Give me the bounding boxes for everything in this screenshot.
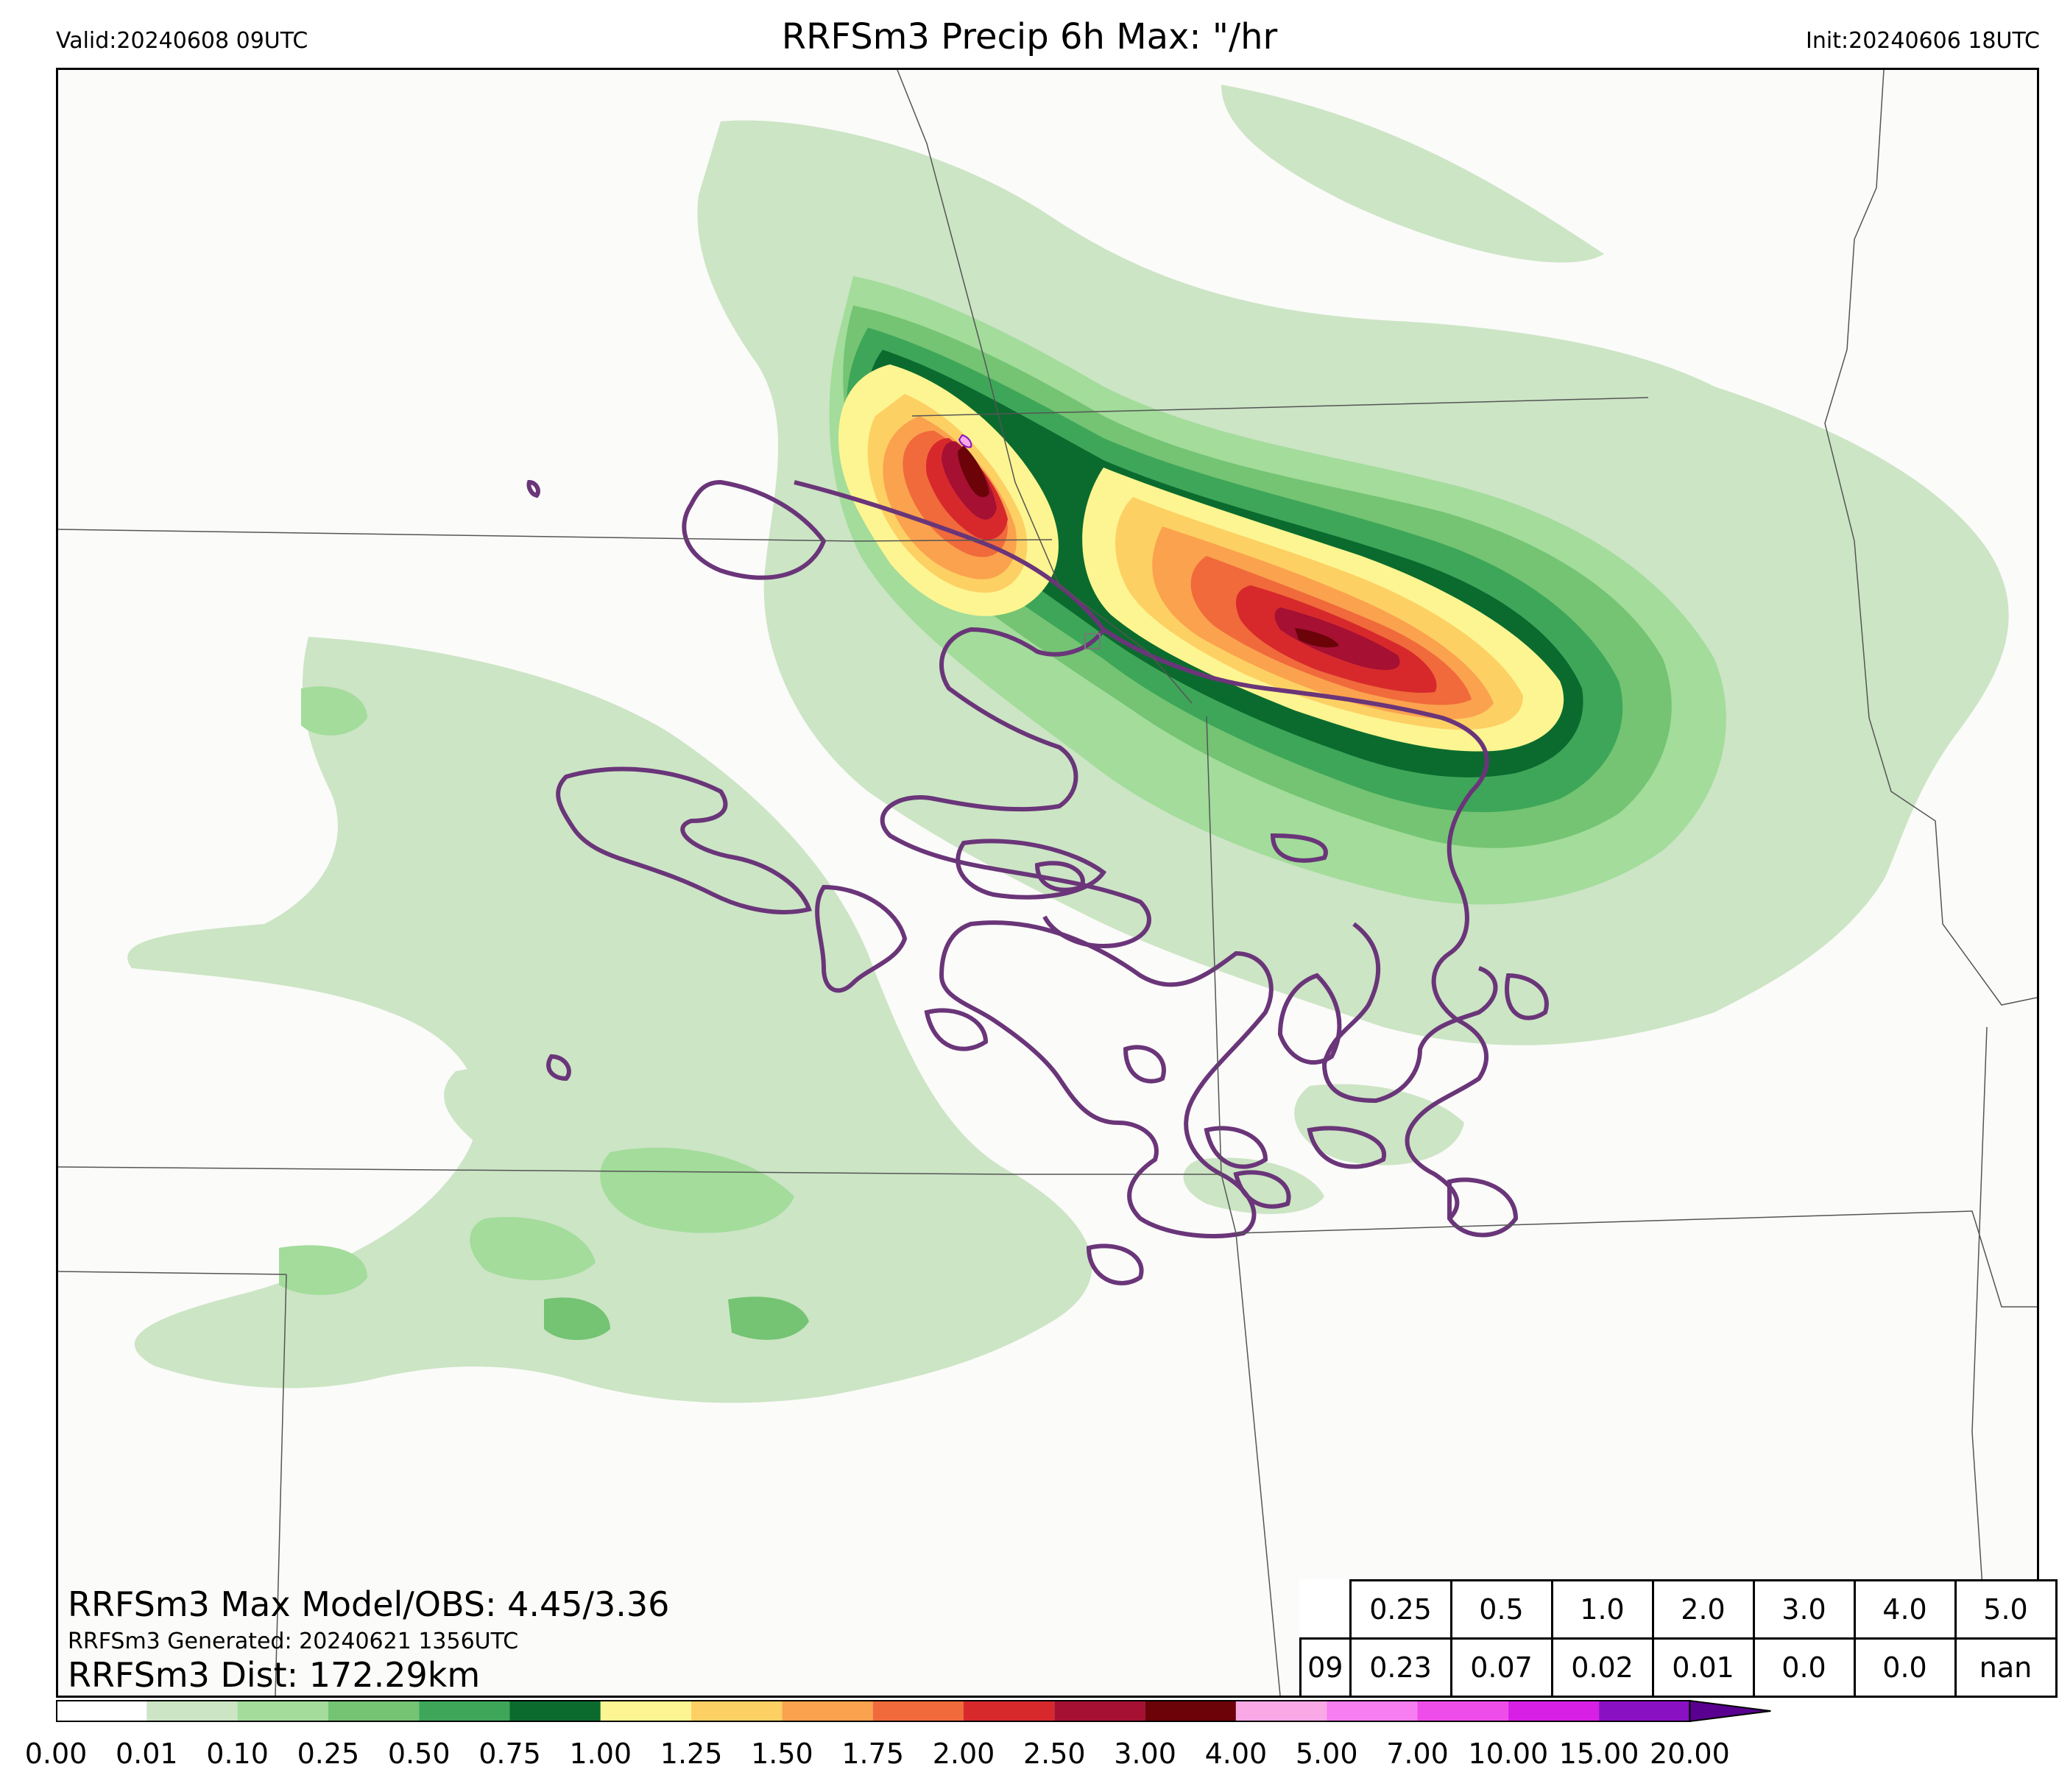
- init-time: Init:20240606 18UTC: [1806, 28, 2040, 54]
- colorbar-tick-label: 0.25: [297, 1738, 360, 1770]
- colorbar-segment: [419, 1701, 510, 1721]
- colorbar-tick-label: 0.00: [24, 1738, 88, 1770]
- colorbar-tick-label: 10.00: [1468, 1738, 1549, 1770]
- colorbar-tick-label: 20.00: [1649, 1738, 1730, 1770]
- colorbar-segment: [600, 1701, 692, 1721]
- threshold-cell: 5.0: [1954, 1579, 2058, 1640]
- colorbar-labels: 0.00 0.01 0.10 0.25 0.50 0.75 1.00 1.25 1.50 1.75…: [0, 1738, 2059, 1774]
- value-cell: 0.02: [1550, 1637, 1654, 1698]
- colorbar-outline: [56, 1700, 1691, 1722]
- colorbar-tick-label: 1.75: [841, 1738, 904, 1770]
- colorbar-tick-label: 3.00: [1114, 1738, 1176, 1770]
- colorbar: [56, 1699, 1793, 1727]
- colorbar-segment: [1145, 1701, 1236, 1721]
- colorbar-tick-label: 0.10: [206, 1738, 269, 1770]
- colorbar-tick-label: 1.00: [569, 1738, 632, 1770]
- colorbar-tick-label: 0.01: [115, 1738, 178, 1770]
- colorbar-segment: [509, 1701, 601, 1721]
- colorbar-svg: [56, 1699, 1771, 1723]
- colorbar-segment: [237, 1701, 328, 1721]
- threshold-cell: 2.0: [1651, 1579, 1755, 1640]
- distance: RRFSm3 Dist: 172.29km: [68, 1655, 481, 1695]
- colorbar-extend-arrow: [1689, 1699, 1771, 1723]
- colorbar-segment: [872, 1701, 964, 1721]
- colorbar-segment: [782, 1701, 873, 1721]
- threshold-cell: 3.0: [1752, 1579, 1856, 1640]
- value-row: 09 0.23 0.07 0.02 0.01 0.0 0.0 nan: [1299, 1637, 2058, 1698]
- colorbar-segment: [1599, 1701, 1690, 1721]
- value-cell: 0.07: [1449, 1637, 1553, 1698]
- map-layers: [58, 70, 2037, 1696]
- colorbar-tick-label: 0.75: [478, 1738, 541, 1770]
- colorbar-tick-label: 2.50: [1023, 1738, 1086, 1770]
- generated-time: RRFSm3 Generated: 20240621 1356UTC: [68, 1629, 519, 1654]
- colorbar-segment: [964, 1701, 1055, 1721]
- colorbar-segment: [1054, 1701, 1145, 1721]
- colorbar-tick-label: 1.25: [660, 1738, 723, 1770]
- colorbar-tick-label: 5.00: [1295, 1738, 1358, 1770]
- threshold-table: 0.25 0.5 1.0 2.0 3.0 4.0 5.0 09 0.23 0.0…: [1299, 1579, 2058, 1698]
- value-cell: 0.0: [1752, 1637, 1856, 1698]
- colorbar-segment: [56, 1701, 147, 1721]
- colorbar-tick-label: 4.00: [1204, 1738, 1268, 1770]
- colorbar-tick-label: 7.00: [1386, 1738, 1449, 1770]
- colorbar-segment: [1508, 1701, 1600, 1721]
- row-label-cell: 09: [1299, 1637, 1352, 1698]
- colorbar-segment: [328, 1701, 420, 1721]
- map-title: RRFSm3 Precip 6h Max: "/hr: [781, 16, 1278, 57]
- threshold-cell: 0.25: [1349, 1579, 1452, 1640]
- threshold-cell: 0.5: [1449, 1579, 1553, 1640]
- colorbar-tick-label: 1.50: [751, 1738, 813, 1770]
- colorbar-tick-label: 2.00: [932, 1738, 995, 1770]
- site-marker: [1084, 633, 1101, 649]
- colorbar-segment: [1327, 1701, 1418, 1721]
- corner-cell: [1301, 1581, 1351, 1639]
- colorbar-tick-label: 0.50: [387, 1738, 451, 1770]
- value-cell: 0.23: [1349, 1637, 1452, 1698]
- colorbar-segment: [691, 1701, 783, 1721]
- state-borders: [58, 70, 2037, 1696]
- colorbar-segment: [1417, 1701, 1508, 1721]
- value-cell: nan: [1954, 1637, 2058, 1698]
- valid-time: Valid:20240608 09UTC: [56, 28, 308, 54]
- threshold-row: 0.25 0.5 1.0 2.0 3.0 4.0 5.0: [1301, 1579, 2058, 1640]
- colorbar-segment: [1235, 1701, 1327, 1721]
- threshold-cell: 4.0: [1853, 1579, 1957, 1640]
- value-cell: 0.0: [1853, 1637, 1957, 1698]
- colorbar-tick-label: 15.00: [1558, 1738, 1639, 1770]
- value-cell: 0.01: [1651, 1637, 1755, 1698]
- obs-contour: [526, 479, 1549, 1285]
- precip-4.00-layer: [958, 434, 972, 448]
- colorbar-segment: [146, 1701, 238, 1721]
- precip-map: [56, 68, 2039, 1698]
- precip-3.00-layer: [958, 445, 1339, 648]
- threshold-cell: 1.0: [1550, 1579, 1654, 1640]
- max-model-obs: RRFSm3 Max Model/OBS: 4.45/3.36: [68, 1584, 670, 1624]
